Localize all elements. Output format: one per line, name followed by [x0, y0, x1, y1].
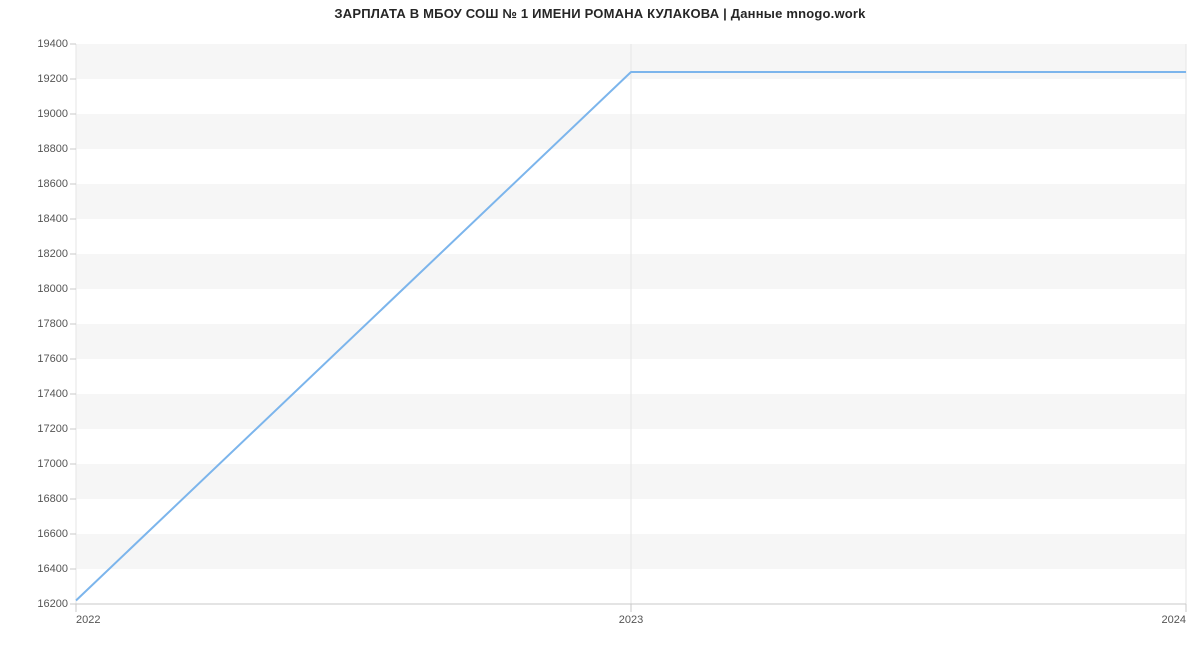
y-tick-label: 19400	[18, 38, 68, 50]
plot-area: 1620016400166001680017000172001740017600…	[76, 44, 1186, 604]
x-tick-label: 2024	[1162, 614, 1186, 626]
y-tick-label: 16200	[18, 598, 68, 610]
y-tick-label: 16600	[18, 528, 68, 540]
y-tick-label: 17000	[18, 458, 68, 470]
y-tick-label: 19000	[18, 108, 68, 120]
y-tick-label: 17800	[18, 318, 68, 330]
chart-title: ЗАРПЛАТА В МБОУ СОШ № 1 ИМЕНИ РОМАНА КУЛ…	[0, 6, 1200, 21]
x-tick-label: 2023	[619, 614, 643, 626]
y-tick-label: 18600	[18, 178, 68, 190]
y-tick-label: 19200	[18, 73, 68, 85]
x-tick-label: 2022	[76, 614, 100, 626]
y-tick-label: 17200	[18, 423, 68, 435]
y-tick-label: 18400	[18, 213, 68, 225]
y-tick-label: 17400	[18, 388, 68, 400]
y-tick-label: 18800	[18, 143, 68, 155]
salary-chart: ЗАРПЛАТА В МБОУ СОШ № 1 ИМЕНИ РОМАНА КУЛ…	[0, 0, 1200, 650]
y-tick-label: 16400	[18, 563, 68, 575]
y-tick-label: 18000	[18, 283, 68, 295]
y-tick-label: 18200	[18, 248, 68, 260]
y-tick-label: 16800	[18, 493, 68, 505]
y-tick-label: 17600	[18, 353, 68, 365]
